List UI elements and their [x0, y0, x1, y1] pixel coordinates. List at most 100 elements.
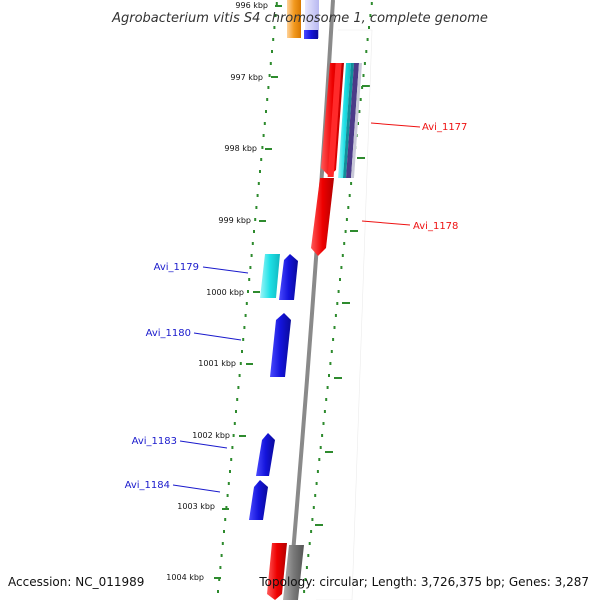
leader-avi-1177 [370, 122, 421, 128]
left-track-dot [261, 146, 264, 149]
right-track-dot [315, 482, 318, 485]
right-track-outline [316, 29, 373, 600]
left-track-dot [268, 74, 271, 77]
left-track-dot [221, 542, 224, 545]
left-track-dot [275, 2, 278, 5]
left-track-dot [218, 578, 221, 581]
label-avi-1179[interactable]: Avi_1179 [154, 262, 199, 273]
left-track-dot [273, 26, 276, 29]
label-avi-1183[interactable]: Avi_1183 [132, 436, 177, 447]
leader-avi-1183 [179, 440, 228, 449]
left-track-dot [263, 122, 266, 125]
chromosome-backbone [287, 0, 335, 600]
left-track-dot [259, 170, 261, 173]
topology-text: Topology: circular; Length: 3,726,375 bp… [258, 575, 589, 589]
right-track-dot [339, 278, 341, 281]
right-track-dot [326, 386, 329, 389]
left-track-dot [224, 518, 227, 521]
right-track-dot [366, 38, 369, 41]
left-track-dot [235, 410, 237, 413]
right-track-dot [307, 554, 310, 557]
leader-avi-1178 [361, 220, 411, 226]
right-track-dot [312, 506, 315, 509]
tick-label-1000: 1000 kbp [206, 288, 244, 297]
right-track-dot [350, 182, 353, 185]
left-track-dot [247, 290, 249, 293]
right-track-dot [319, 446, 322, 449]
left-dot-track [217, 2, 278, 593]
leader-avi-1179 [202, 266, 249, 274]
label-avi-1177[interactable]: Avi_1177 [422, 122, 467, 133]
left-track-dot [220, 554, 223, 557]
blue-feature-top[interactable] [304, 30, 318, 39]
right-track-dot [337, 290, 340, 293]
left-track-dot [265, 110, 267, 113]
left-track-dot [257, 182, 260, 185]
left-track-dot [250, 254, 253, 257]
label-avi-1180[interactable]: Avi_1180 [146, 328, 191, 339]
tick-label-998: 998 kbp [224, 144, 257, 153]
left-track-dot [266, 98, 269, 101]
left-track-dot [230, 458, 233, 461]
left-track-dot [255, 206, 258, 209]
gene-avi-1179[interactable] [279, 254, 298, 300]
left-track-dot [274, 14, 277, 17]
left-track-dot [262, 134, 265, 137]
left-track-dot [243, 326, 246, 329]
right-dot-track [303, 2, 373, 593]
right-track-dot [344, 230, 347, 233]
orange-feature[interactable] [287, 0, 301, 38]
left-track-dot [241, 350, 243, 353]
right-track-dot [321, 434, 324, 437]
stripe-lightgray-1177 [351, 63, 362, 178]
right-track-dot [318, 458, 321, 461]
right-track-dot [347, 206, 350, 209]
right-track-dot [343, 242, 346, 245]
right-track-dot [316, 470, 319, 473]
right-track-dot [358, 110, 361, 113]
right-track-dot [365, 50, 368, 53]
left-track-dot [225, 506, 228, 509]
left-track-dot [271, 50, 273, 53]
gene-avi-1178[interactable] [311, 178, 334, 256]
label-avi-1178[interactable]: Avi_1178 [413, 221, 458, 232]
left-track-dot [217, 590, 219, 593]
red-feature-bottom[interactable] [267, 543, 287, 600]
left-track-dot [248, 278, 251, 281]
tick-label-1002: 1002 kbp [192, 431, 230, 440]
left-track-dot [267, 86, 270, 89]
right-track-dot [336, 302, 339, 305]
lavender-feature[interactable] [305, 0, 319, 38]
right-track-dot [363, 62, 366, 65]
left-track-dot [236, 398, 239, 401]
left-track-dot [272, 38, 275, 41]
left-track-dot [260, 158, 263, 161]
right-track-dot [330, 350, 333, 353]
gray-feature-bottom[interactable] [283, 545, 304, 600]
left-track-dot [249, 266, 252, 269]
right-track-dot [345, 218, 348, 221]
tick-label-1003: 1003 kbp [177, 502, 215, 511]
gene-avi-1184[interactable] [249, 480, 268, 520]
gene-avi-1183[interactable] [256, 433, 275, 476]
right-track-dot [314, 494, 317, 497]
left-track-dot [253, 230, 255, 233]
right-track-dot [359, 98, 362, 101]
right-track-dot [332, 338, 335, 341]
left-track-dot [256, 194, 259, 197]
right-track-dot [333, 326, 336, 329]
tick-label-1004: 1004 kbp [166, 573, 204, 582]
left-track-dot [232, 434, 235, 437]
left-track-dot [231, 446, 234, 449]
stripe-cyan-1177 [338, 63, 351, 178]
left-track-dot [238, 374, 241, 377]
right-track-dot [370, 2, 373, 5]
gene-avi-1179-cyan[interactable] [260, 254, 280, 298]
gene-avi-1180[interactable] [270, 313, 291, 377]
right-track-dot [304, 578, 307, 581]
label-avi-1184[interactable]: Avi_1184 [125, 480, 170, 491]
left-track-dot [219, 566, 222, 569]
left-track-dot [227, 482, 230, 485]
left-track-dot [244, 314, 247, 317]
stripe-teal-1177 [343, 63, 354, 178]
